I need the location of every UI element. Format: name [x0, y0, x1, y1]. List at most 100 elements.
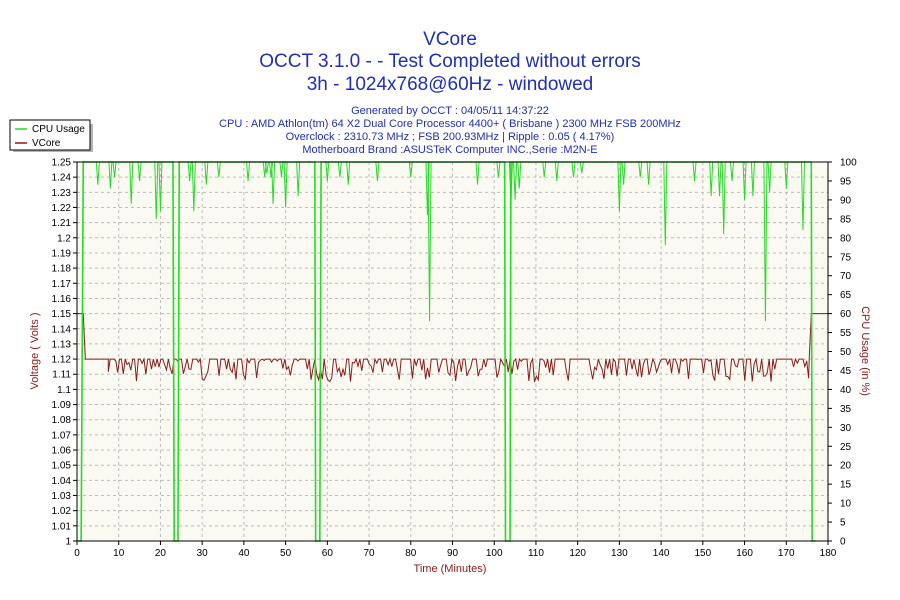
- y-right-tick-label: 60: [840, 309, 852, 320]
- cpu-usage-dip: [337, 161, 342, 178]
- x-tick-label: 30: [197, 548, 209, 559]
- cpu-usage-dip: [346, 161, 351, 185]
- y-right-tick-label: 0: [840, 537, 846, 548]
- y-right-tick-label: 65: [840, 290, 852, 301]
- cpu-usage-dip: [663, 161, 668, 246]
- y-right-tick-label: 55: [840, 328, 852, 339]
- y-left-tick-label: 1.24: [52, 173, 72, 184]
- cpu-usage-dip: [129, 161, 134, 204]
- y-right-tick-label: 90: [840, 195, 852, 206]
- cpu-usage-dip: [517, 161, 522, 189]
- x-tick-label: 160: [736, 548, 753, 559]
- cpu-usage-dip: [730, 161, 735, 181]
- y-left-tick-label: 1.16: [52, 294, 72, 305]
- x-axis-label: Time (Minutes): [414, 563, 487, 575]
- y-left-tick-label: 1.04: [52, 476, 72, 487]
- cpu-usage-dip: [264, 161, 269, 174]
- cpu-usage-dip: [427, 161, 432, 322]
- y-left-tick-label: 1.19: [52, 248, 72, 259]
- legend-label-vcore: VCore: [32, 138, 61, 149]
- y-left-tick-label: 1.13: [52, 339, 72, 350]
- x-tick-label: 90: [447, 548, 459, 559]
- x-tick-label: 40: [238, 548, 250, 559]
- x-tick-label: 10: [113, 548, 125, 559]
- cpu-usage-dip: [158, 161, 163, 212]
- cpu-usage-dip: [617, 161, 622, 212]
- y-left-tick-label: 1: [65, 537, 71, 548]
- y-right-tick-label: 50: [840, 347, 852, 358]
- y-right-tick-label: 20: [840, 461, 852, 472]
- cpu-usage-dip: [325, 161, 330, 181]
- chart-title: VCore: [423, 29, 477, 50]
- x-tick-label: 20: [155, 548, 167, 559]
- y-left-tick-label: 1.03: [52, 491, 72, 502]
- cpu-usage-dip: [621, 161, 626, 185]
- y-left-tick-label: 1.02: [52, 506, 72, 517]
- x-tick-label: 110: [528, 548, 544, 559]
- x-tick-label: 70: [363, 548, 375, 559]
- info-overclock: Overclock : 2310.73 MHz ; FSB 200.93MHz …: [286, 131, 615, 143]
- y-left-tick-label: 1.15: [52, 309, 72, 320]
- y-left-tick-label: 1.01: [52, 521, 72, 532]
- x-tick-label: 50: [280, 548, 292, 559]
- y-right-tick-label: 25: [840, 442, 852, 453]
- grid-lines: [77, 162, 828, 541]
- axis-ticks: 0 10 20 30 40 50 60 70 80 90 100 110 120 130 140 150 160…: [52, 158, 858, 560]
- cpu-usage-dip: [112, 161, 117, 178]
- x-tick-label: 140: [653, 548, 670, 559]
- x-tick-label: 180: [820, 548, 837, 559]
- y-left-tick-label: 1.06: [52, 446, 72, 457]
- cpu-usage-dip: [709, 161, 714, 197]
- cpu-usage-dip: [408, 161, 413, 178]
- x-tick-label: 0: [74, 548, 80, 559]
- cpu-usage-dip: [204, 161, 209, 185]
- y-left-tick-label: 1.12: [52, 355, 72, 366]
- y-right-tick-label: 100: [840, 158, 857, 169]
- cpu-usage-dip: [246, 161, 251, 181]
- y-axis-label-right: CPU Usage (in %): [859, 306, 871, 396]
- cpu-usage-dip: [187, 161, 192, 181]
- cpu-usage-dip: [95, 161, 100, 185]
- y-left-tick-label: 1.25: [52, 158, 72, 169]
- cpu-usage-dip: [508, 161, 513, 204]
- cpu-usage-dip: [496, 161, 501, 178]
- cpu-usage-dip: [475, 161, 480, 185]
- x-tick-label: 130: [611, 548, 628, 559]
- info-cpu: CPU : AMD Athlon(tm) 64 X2 Dual Core Pro…: [219, 118, 681, 130]
- legend-label-cpu-usage: CPU Usage: [32, 124, 85, 135]
- x-tick-label: 170: [778, 548, 795, 559]
- y-left-tick-label: 1.18: [52, 264, 72, 275]
- cpu-usage-dip: [216, 161, 221, 178]
- legend: CPU Usage VCore: [9, 119, 93, 152]
- info-generated: Generated by OCCT : 04/05/11 14:37:22: [351, 105, 549, 117]
- y-right-tick-label: 35: [840, 404, 852, 415]
- y-left-tick-label: 1.08: [52, 415, 72, 426]
- cpu-usage-dip: [717, 161, 722, 197]
- cpu-usage-dip: [271, 161, 276, 204]
- cpu-usage-dip: [692, 161, 697, 181]
- legend-box: [9, 119, 91, 151]
- cpu-usage-dip: [137, 161, 142, 181]
- cpu-usage-dip: [784, 161, 789, 189]
- cpu-usage-dip: [554, 161, 559, 181]
- y-right-tick-label: 80: [840, 233, 852, 244]
- y-right-tick-label: 45: [840, 366, 852, 377]
- y-left-tick-label: 1.14: [52, 324, 72, 335]
- y-right-tick-label: 5: [840, 518, 846, 529]
- y-left-tick-label: 1.23: [52, 188, 72, 199]
- cpu-usage-dip: [296, 161, 301, 197]
- y-right-tick-label: 95: [840, 176, 852, 187]
- y-left-tick-label: 1.11: [52, 370, 71, 381]
- x-tick-label: 150: [694, 548, 711, 559]
- plot-area: [77, 162, 828, 541]
- y-left-tick-label: 1.07: [52, 430, 72, 441]
- cpu-usage-dip: [279, 161, 284, 178]
- y-right-tick-label: 30: [840, 423, 852, 434]
- x-tick-label: 80: [405, 548, 417, 559]
- plot-border: [76, 161, 829, 542]
- info-motherboard: Motherboard Brand :ASUSTeK Computer INC.…: [302, 144, 597, 156]
- cpu-usage-dip: [108, 161, 113, 189]
- cpu-usage-dip: [646, 161, 651, 185]
- cpu-usage-dip: [375, 161, 380, 181]
